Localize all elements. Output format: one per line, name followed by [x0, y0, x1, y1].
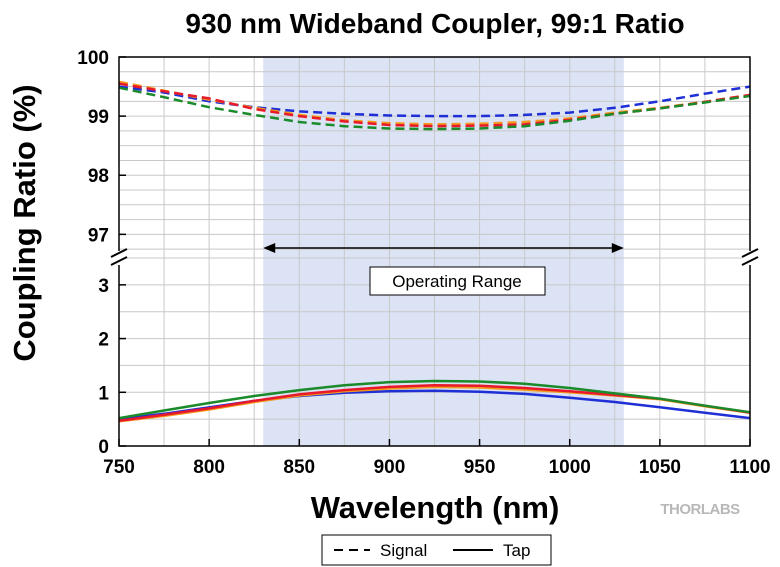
- y-tick-label: 100: [77, 48, 109, 69]
- x-tick-label: 1100: [729, 457, 770, 478]
- y-axis-title: Coupling Ratio (%): [7, 84, 42, 361]
- signal-series-line: [118, 85, 751, 118]
- y-tick-label: 98: [88, 166, 109, 187]
- range-arrow-head-right: [611, 243, 624, 253]
- axis-break-mark: [110, 256, 128, 266]
- range-arrow-head-left: [263, 243, 276, 253]
- x-tick-label: 800: [193, 457, 225, 478]
- y-tick-label: 3: [98, 276, 109, 297]
- series-layer: [118, 80, 751, 423]
- x-axis-title: Wavelength (nm): [311, 490, 560, 525]
- y-tick-label: 1: [98, 383, 109, 404]
- x-tick-label: 900: [374, 457, 406, 478]
- tap-series-line: [118, 379, 751, 420]
- x-tick-label: 750: [103, 457, 135, 478]
- operating-range-annotation: [263, 243, 624, 296]
- legend: Signal Tap: [321, 534, 552, 566]
- axis-break-mark: [741, 256, 759, 266]
- chart-title: 930 nm Wideband Coupler, 99:1 Ratio: [185, 8, 684, 39]
- x-tick-label: 950: [464, 457, 496, 478]
- axis-break-mark: [110, 248, 128, 258]
- x-tick-label: 1050: [639, 457, 681, 478]
- legend-tap-label: Tap: [503, 541, 530, 560]
- range-label-box: [369, 266, 546, 296]
- operating-range-label: Operating Range: [392, 272, 521, 291]
- x-tick-label: 1000: [549, 457, 591, 478]
- plot-frame: [110, 56, 759, 447]
- y-tick-label: 97: [88, 225, 109, 246]
- y-tick-label: 99: [88, 107, 109, 128]
- signal-series-line: [118, 82, 751, 128]
- legend-signal-label: Signal: [380, 541, 427, 560]
- axis-break-mark: [741, 248, 759, 258]
- y-tick-label: 2: [98, 330, 109, 351]
- thorlabs-logo: THORLABS: [660, 501, 740, 518]
- x-tick-label: 850: [283, 457, 315, 478]
- y-tick-label: 0: [98, 437, 109, 458]
- axis-ticks: 750 800 850 900 950 1000 1050 1100 0 1 2 3 97 98 99 100: [77, 48, 770, 478]
- legend-box: [321, 534, 552, 566]
